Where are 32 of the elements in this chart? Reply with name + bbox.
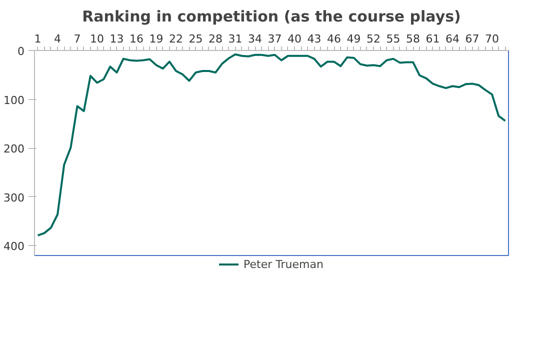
x-tick-label: 52 [366,32,381,46]
x-tick-label: 7 [74,32,81,46]
chart-title: Ranking in competition (as the course plays) [82,8,461,26]
x-tick-label: 28 [208,32,223,46]
x-tick-label: 13 [110,32,124,46]
x-tick-label: 40 [288,32,302,46]
x-tick-label: 34 [248,32,262,46]
y-tick-label: 300 [4,191,25,204]
x-tick-label: 49 [346,32,361,46]
x-tick-label: 43 [307,32,322,46]
x-tick-label: 1 [34,32,42,46]
y-tick-label: 200 [4,142,25,156]
y-tick-label: 400 [4,240,25,254]
x-tick-label: 4 [54,32,62,46]
y-tick-label: 100 [4,94,25,107]
x-tick-label: 10 [90,32,104,46]
x-tick-label: 70 [485,32,500,46]
x-tick-label: 55 [386,32,400,46]
x-tick-label: 19 [149,32,164,46]
x-tick-label: 61 [426,32,440,46]
x-tick-label: 31 [228,32,242,46]
x-tick-label: 64 [446,32,460,46]
x-tick-label: 37 [268,32,282,46]
x-tick-label: 58 [406,32,420,46]
line-series [36,53,506,236]
x-tick-label: 16 [130,32,144,46]
x-tick-label: 22 [169,32,184,46]
x-tick-label: 67 [465,32,480,46]
x-tick-label: 46 [327,32,342,46]
x-tick-label: 25 [188,32,203,46]
legend-label: Peter Trueman [244,257,324,271]
y-tick-label: 0 [18,45,24,58]
